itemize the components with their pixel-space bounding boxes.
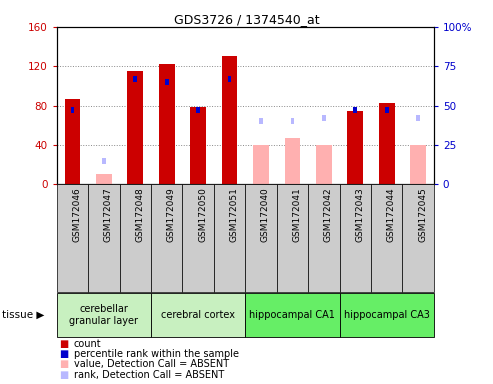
Text: GSM172040: GSM172040 [261,187,270,242]
Bar [348,111,363,184]
Text: GSM172046: GSM172046 [72,187,81,242]
Bar [196,107,200,114]
Text: rank, Detection Call = ABSENT: rank, Detection Call = ABSENT [74,370,224,380]
Text: value, Detection Call = ABSENT: value, Detection Call = ABSENT [74,359,229,369]
Bar [308,184,340,292]
Text: GSM172048: GSM172048 [135,187,144,242]
Text: cerebral cortex: cerebral cortex [161,310,235,320]
Bar [277,184,308,292]
Bar [371,184,402,292]
Bar [353,107,357,114]
Bar [65,99,80,184]
Bar [57,184,88,292]
Text: count: count [74,339,102,349]
Bar [259,118,263,124]
Bar [253,145,269,184]
Bar [340,293,434,337]
Bar [57,293,151,337]
Bar [96,174,112,184]
Text: hippocampal CA1: hippocampal CA1 [249,310,335,320]
Bar [228,76,231,82]
Bar [70,107,74,114]
Bar [88,184,119,292]
Text: GSM172050: GSM172050 [198,187,207,242]
Bar [340,184,371,292]
Text: ■: ■ [59,370,69,380]
Bar [379,103,394,184]
Bar [416,115,420,121]
Bar [322,115,326,121]
Bar [102,157,106,164]
Bar [127,71,143,184]
Text: percentile rank within the sample: percentile rank within the sample [74,349,239,359]
Bar [222,56,238,184]
Text: ■: ■ [59,359,69,369]
Text: GSM172049: GSM172049 [167,187,176,242]
Bar [214,184,246,292]
Text: GSM172043: GSM172043 [355,187,364,242]
Text: GSM172051: GSM172051 [230,187,239,242]
Text: hippocampal CA3: hippocampal CA3 [344,310,429,320]
Bar [290,118,294,124]
Text: GSM172047: GSM172047 [104,187,113,242]
Text: GSM172042: GSM172042 [324,187,333,242]
Text: GDS3726 / 1374540_at: GDS3726 / 1374540_at [174,13,319,26]
Text: GSM172045: GSM172045 [418,187,427,242]
Bar [284,138,300,184]
Text: GSM172044: GSM172044 [387,187,396,242]
Bar [245,184,277,292]
Bar [316,145,332,184]
Text: tissue ▶: tissue ▶ [2,310,45,320]
Bar [165,79,169,85]
Bar [402,184,434,292]
Bar [245,293,340,337]
Bar [134,76,137,82]
Text: cerebellar
granular layer: cerebellar granular layer [70,304,139,326]
Bar [159,64,175,184]
Bar [151,184,182,292]
Bar [151,293,245,337]
Bar [410,145,426,184]
Text: ■: ■ [59,339,69,349]
Text: ■: ■ [59,349,69,359]
Bar [182,184,214,292]
Bar [190,107,206,184]
Bar [119,184,151,292]
Bar [385,107,388,114]
Text: GSM172041: GSM172041 [292,187,301,242]
